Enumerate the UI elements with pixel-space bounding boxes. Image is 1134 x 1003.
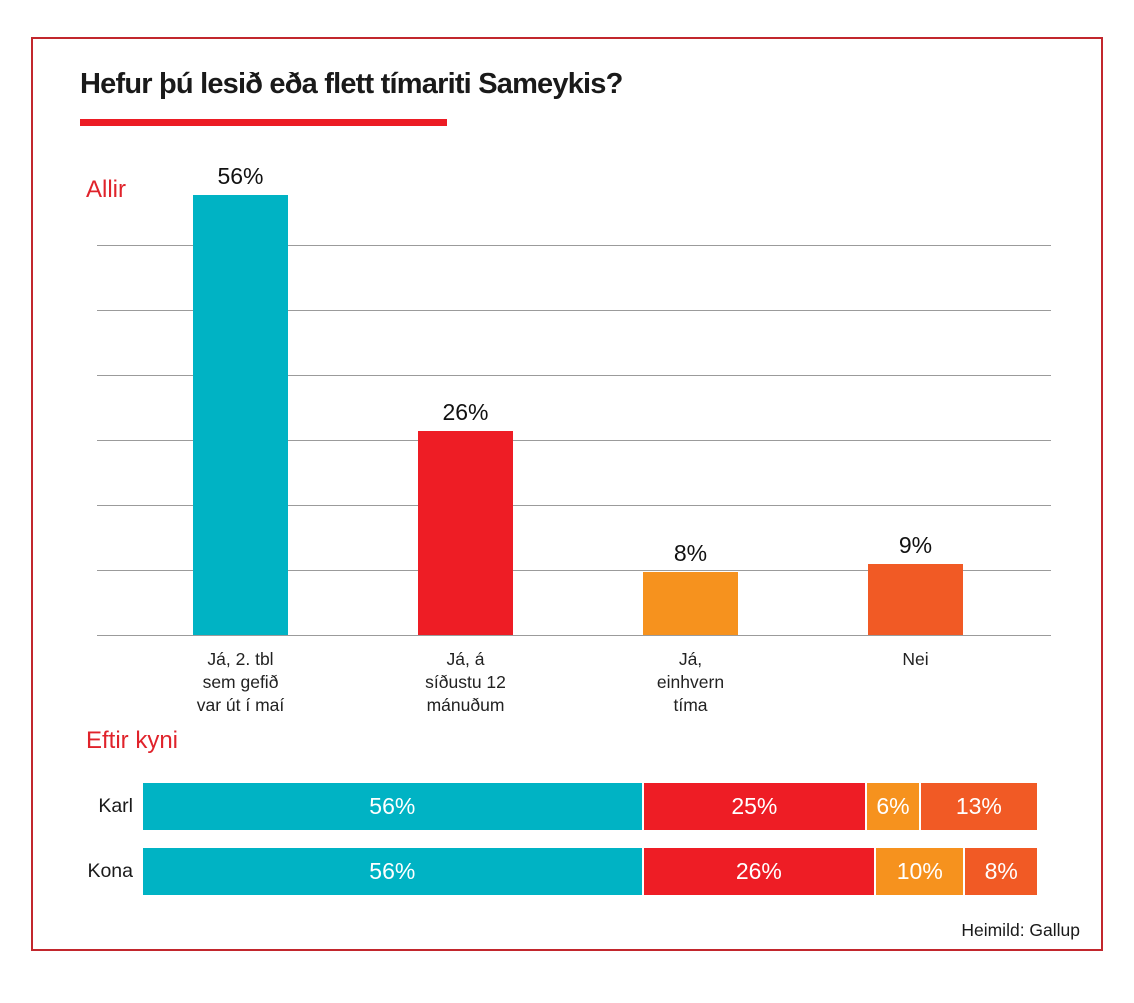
- bar-category-line: sem gefið: [202, 672, 279, 693]
- segment-value-label: 25%: [731, 793, 778, 819]
- stacked-segment: 13%: [920, 783, 1037, 830]
- bar-category-label: Nei: [821, 648, 1011, 671]
- source-note: Heimild: Gallup: [961, 920, 1080, 940]
- gender-row-label: Kona: [87, 860, 133, 882]
- bar-value-label: 26%: [442, 399, 489, 425]
- stacked-segment: 56%: [143, 783, 644, 830]
- bar-4: [868, 564, 963, 635]
- stacked-segment: 8%: [965, 848, 1037, 895]
- segment-value-label: 8%: [984, 858, 1018, 884]
- bar-category-line: Já,: [678, 649, 703, 669]
- gridline: [97, 570, 1051, 571]
- segment-value-label: 56%: [369, 858, 416, 884]
- gridline: [97, 245, 1051, 246]
- stacked-segment: 10%: [876, 848, 966, 895]
- bar-category-line: Nei: [902, 649, 929, 669]
- bar-category-line: mánuðum: [426, 695, 505, 716]
- bar-value-label: 56%: [217, 163, 264, 189]
- bar-category-label: Já, einhvern tíma: [596, 648, 786, 717]
- stacked-segment: 6%: [867, 783, 921, 830]
- segment-value-label: 13%: [955, 793, 1002, 819]
- bar-value-label: 8%: [673, 540, 708, 566]
- section-label-eftir-kyni: Eftir kyni: [86, 727, 179, 754]
- stacked-segment: 26%: [643, 848, 877, 895]
- stacked-segment: 25%: [643, 783, 868, 830]
- bar-category-line: Já, á: [446, 649, 485, 669]
- bar-category-label: Já, á síðustu 12 mánuðum: [371, 648, 561, 717]
- segment-value-label: 6%: [876, 793, 910, 819]
- gridline: [97, 440, 1051, 441]
- bar-category-line: Já, 2. tbl: [207, 649, 274, 669]
- bar-category-line: tíma: [673, 695, 708, 716]
- gender-row-label: Karl: [98, 795, 133, 817]
- gridline: [97, 375, 1051, 376]
- bar-category-label: Já, 2. tbl sem gefið var út í maí: [146, 648, 336, 717]
- title-underline: [80, 119, 447, 126]
- bar-chart-all-respondents: 56% Já, 2. tbl sem gefið var út í maí 26% Já,…: [97, 163, 1051, 715]
- section-label-allir: Allir: [86, 176, 126, 203]
- gridline: [97, 310, 1051, 311]
- gender-stacked-bar: 56% 26% 10% 8%: [143, 848, 1037, 895]
- bar-value-label: 9%: [898, 532, 933, 558]
- segment-value-label: 56%: [369, 793, 416, 819]
- bar-3: [643, 572, 738, 635]
- bar-category-line: var út í maí: [196, 695, 285, 716]
- bar-1: [193, 195, 288, 635]
- bar-2: [418, 431, 513, 635]
- gridline: [97, 635, 1051, 636]
- stacked-segment: 56%: [143, 848, 644, 895]
- gridline: [97, 505, 1051, 506]
- segment-value-label: 26%: [735, 858, 782, 884]
- bar-category-line: síðustu 12: [425, 672, 506, 693]
- chart-title: Hefur þú lesið eða flett tímariti Sameyk…: [80, 68, 623, 100]
- bar-category-line: einhvern: [656, 672, 725, 693]
- segment-value-label: 10%: [896, 858, 943, 884]
- gender-stacked-bar: 56% 25% 6% 13%: [143, 783, 1037, 830]
